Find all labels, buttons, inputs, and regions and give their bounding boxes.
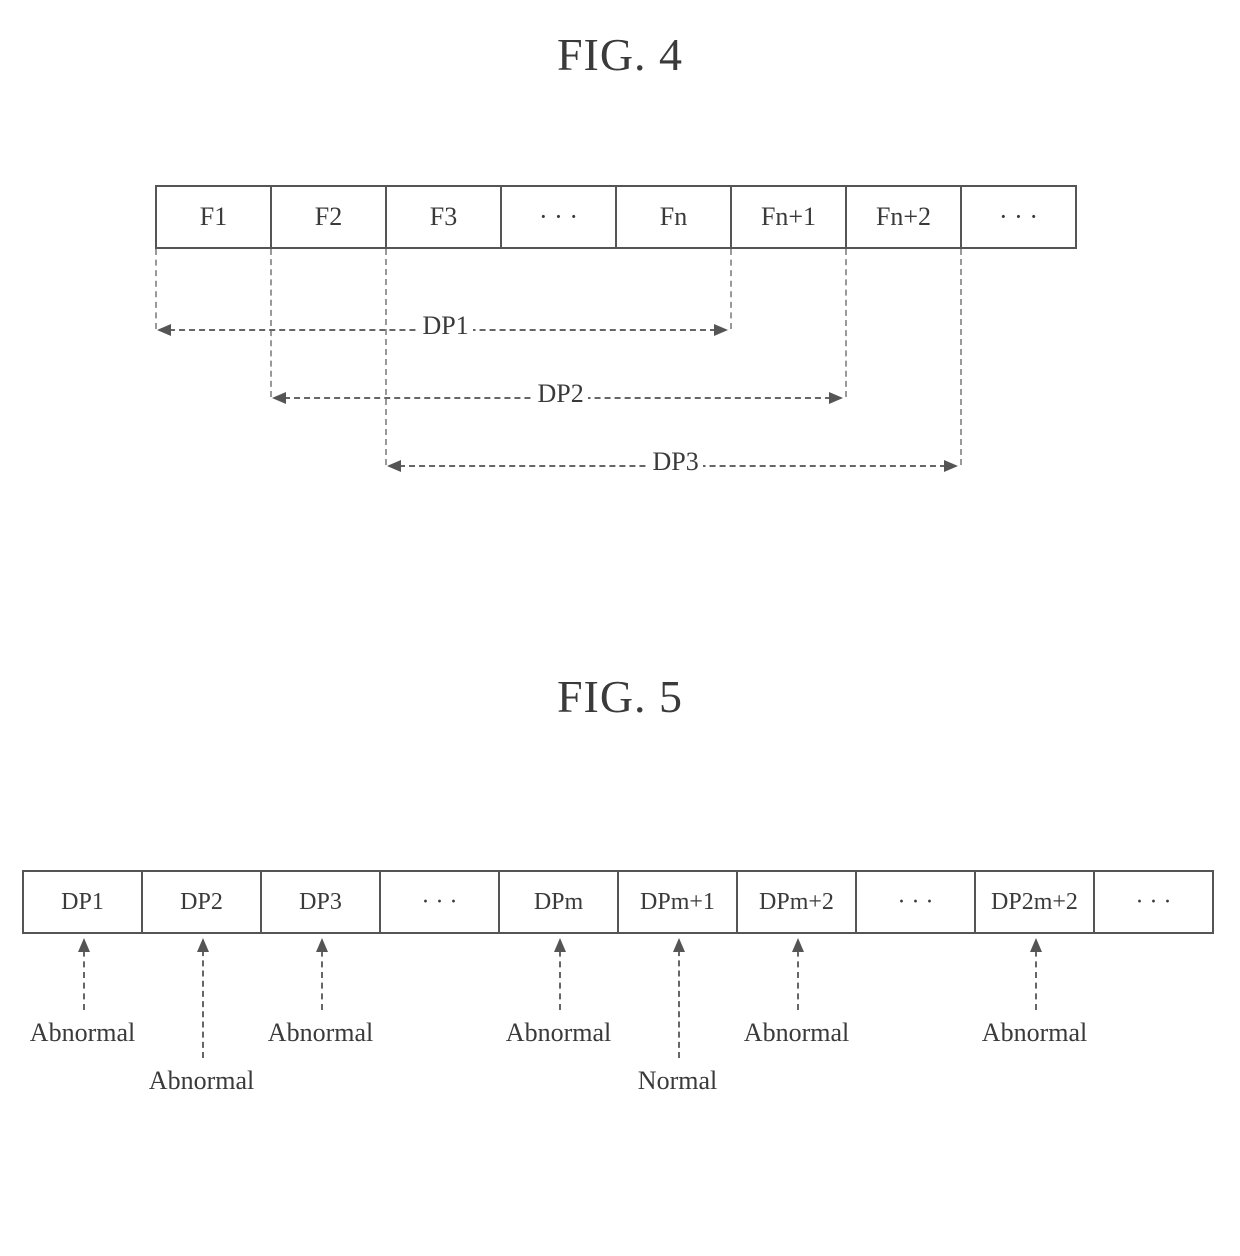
fig5-cell: DP2: [141, 870, 262, 934]
fig4-cell: Fn: [615, 185, 732, 249]
fig4-cell: Fn+1: [730, 185, 847, 249]
fig4-cell: F2: [270, 185, 387, 249]
fig5-annotation-arrow: [83, 940, 85, 1010]
fig4-extension-line: [155, 249, 157, 329]
fig4-cell: · · ·: [500, 185, 617, 249]
fig5-cell: DP3: [260, 870, 381, 934]
fig5-annotation-arrow: [1035, 940, 1037, 1010]
fig4-extension-line: [960, 249, 962, 465]
fig5-annotation-arrow: [559, 940, 561, 1010]
fig5-annotation-label: Abnormal: [149, 1066, 254, 1096]
fig4-extension-line: [385, 249, 387, 465]
fig4-extension-line: [730, 249, 732, 329]
fig4-cell: F1: [155, 185, 272, 249]
fig5-cell: DP1: [22, 870, 143, 934]
fig5-cell: DP2m+2: [974, 870, 1095, 934]
fig5-annotation-label: Normal: [638, 1066, 717, 1096]
fig5-annotation-label: Abnormal: [982, 1018, 1087, 1048]
fig5-annotation-arrow: [797, 940, 799, 1010]
fig5-annotation-label: Abnormal: [268, 1018, 373, 1048]
fig4-frame-row: F1F2F3· · ·FnFn+1Fn+2· · ·: [155, 185, 1077, 249]
fig5-cell: DPm: [498, 870, 619, 934]
fig5-annotation-label: Abnormal: [744, 1018, 849, 1048]
fig4-cell: F3: [385, 185, 502, 249]
fig5-dp-row: DP1DP2DP3· · ·DPmDPm+1DPm+2· · ·DP2m+2· …: [22, 870, 1214, 934]
fig5-annotation-label: Abnormal: [30, 1018, 135, 1048]
fig5-cell: DPm+1: [617, 870, 738, 934]
fig4-dimension-label: DP1: [419, 311, 473, 341]
fig4-extension-line: [270, 249, 272, 397]
fig5-cell: DPm+2: [736, 870, 857, 934]
fig4-cell: Fn+2: [845, 185, 962, 249]
fig4-dimension-label: DP2: [534, 379, 588, 409]
fig5-title: FIG. 5: [0, 670, 1240, 723]
fig5-cell: · · ·: [379, 870, 500, 934]
fig5-annotation-arrow: [678, 940, 680, 1058]
fig5-annotation-arrow: [202, 940, 204, 1058]
fig5-cell: · · ·: [855, 870, 976, 934]
fig4-cell: · · ·: [960, 185, 1077, 249]
fig4-extension-line: [845, 249, 847, 397]
fig5-annotation-arrow: [321, 940, 323, 1010]
fig4-dimension-label: DP3: [649, 447, 703, 477]
fig5-cell: · · ·: [1093, 870, 1214, 934]
fig4-title: FIG. 4: [0, 28, 1240, 81]
fig5-annotation-label: Abnormal: [506, 1018, 611, 1048]
